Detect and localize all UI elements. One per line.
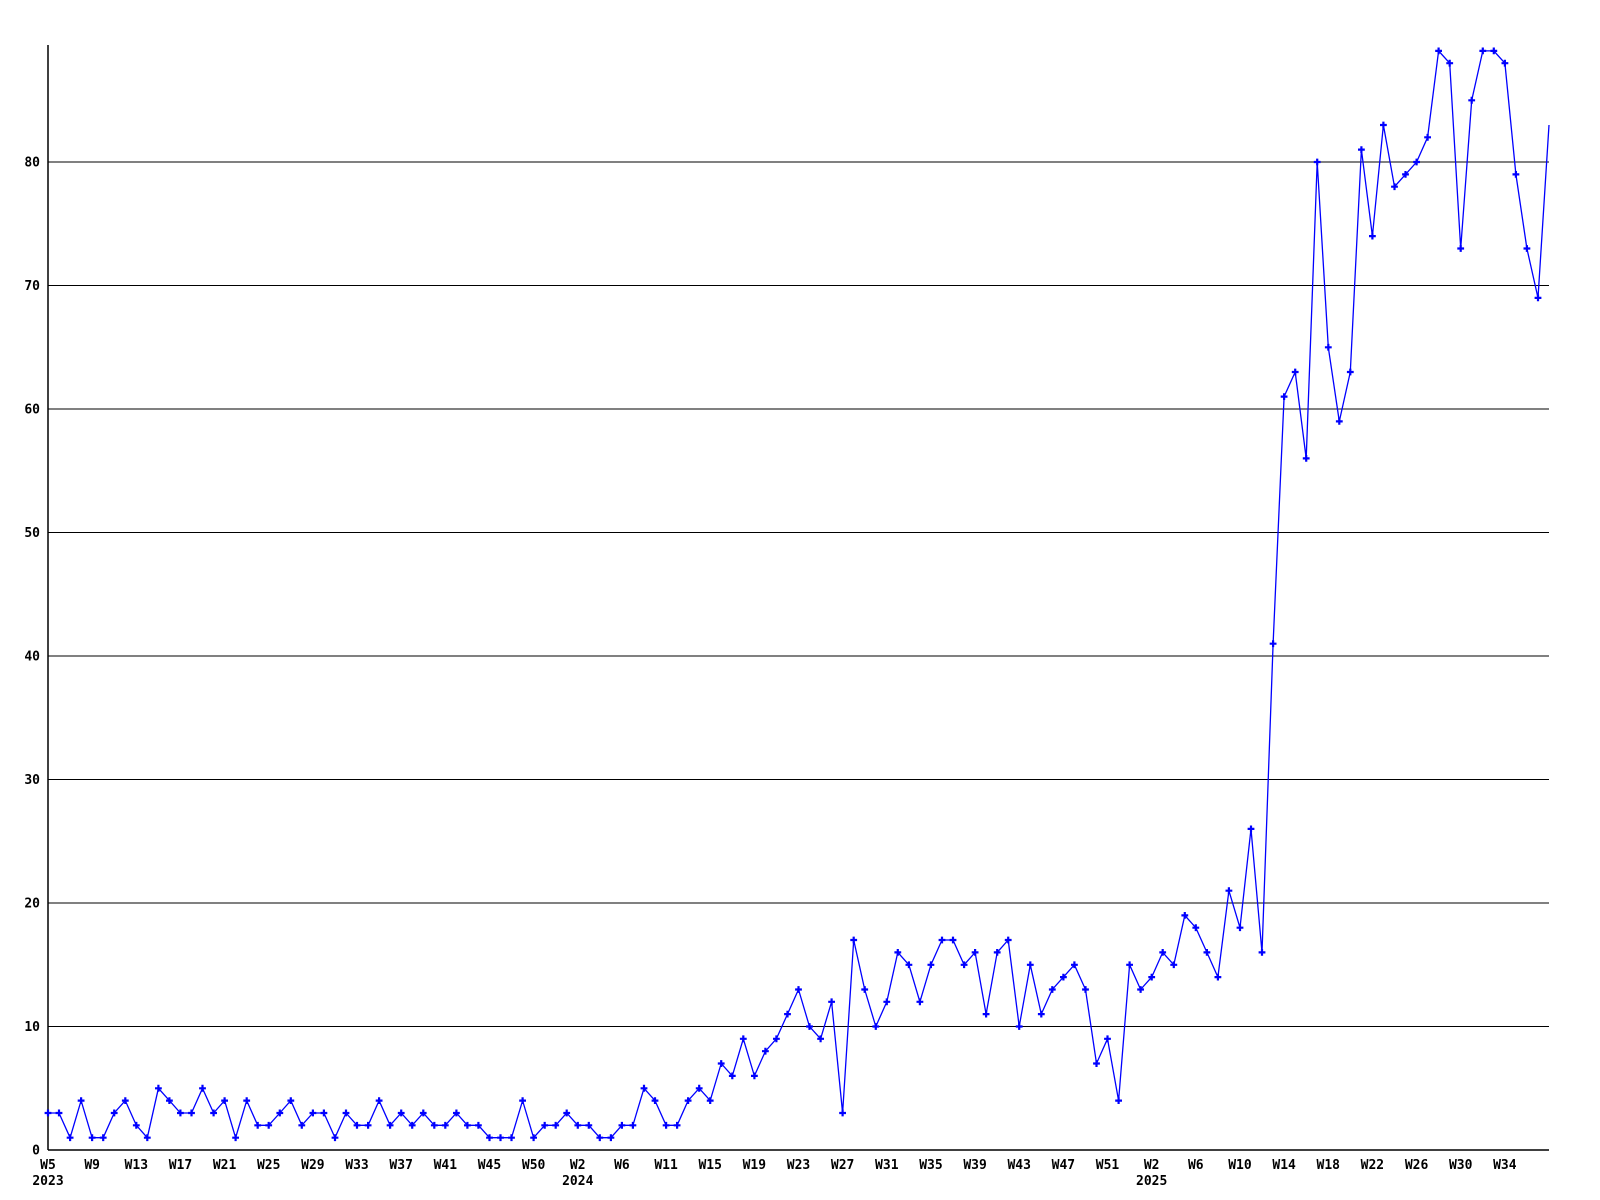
x-tick-label: W29 bbox=[301, 1158, 324, 1173]
x-tick-label: W37 bbox=[389, 1158, 412, 1173]
x-tick-label: W2 bbox=[570, 1158, 586, 1173]
y-tick-label: 20 bbox=[24, 897, 40, 912]
x-tick-label: W47 bbox=[1052, 1158, 1075, 1173]
year-label: 2023 bbox=[32, 1174, 63, 1189]
x-tick-label: W6 bbox=[614, 1158, 630, 1173]
x-tick-label: W21 bbox=[213, 1158, 237, 1173]
x-tick-label: W18 bbox=[1317, 1158, 1341, 1173]
x-tick-label: W19 bbox=[743, 1158, 766, 1173]
x-tick-label: W11 bbox=[654, 1158, 678, 1173]
y-tick-label: 10 bbox=[24, 1020, 40, 1035]
y-tick-label: 60 bbox=[24, 403, 40, 418]
y-tick-label: 50 bbox=[24, 526, 40, 541]
x-tick-label: W35 bbox=[919, 1158, 942, 1173]
x-tick-label: W33 bbox=[345, 1158, 368, 1173]
data-line bbox=[48, 49, 1550, 1140]
x-tick-label: W9 bbox=[84, 1158, 100, 1173]
x-tick-label: W41 bbox=[434, 1158, 458, 1173]
x-tick-label: W15 bbox=[698, 1158, 721, 1173]
x-tick-label: W23 bbox=[787, 1158, 810, 1173]
x-tick-label: W14 bbox=[1272, 1158, 1296, 1173]
x-tick-label: W45 bbox=[478, 1158, 501, 1173]
x-tick-label: W5 bbox=[40, 1158, 56, 1173]
x-tick-label: W10 bbox=[1228, 1158, 1252, 1173]
y-tick-label: 40 bbox=[24, 650, 40, 665]
x-tick-label: W39 bbox=[963, 1158, 986, 1173]
x-tick-label: W25 bbox=[257, 1158, 280, 1173]
x-tick-label: W51 bbox=[1096, 1158, 1120, 1173]
x-tick-label: W26 bbox=[1405, 1158, 1429, 1173]
y-tick-label: 30 bbox=[24, 773, 40, 788]
data-point-markers bbox=[44, 47, 1542, 1142]
x-tick-label: W30 bbox=[1449, 1158, 1473, 1173]
y-tick-label: 0 bbox=[32, 1144, 40, 1159]
x-tick-label: W6 bbox=[1188, 1158, 1204, 1173]
x-tick-label: W13 bbox=[125, 1158, 148, 1173]
x-tick-label: W22 bbox=[1361, 1158, 1384, 1173]
y-tick-label: 80 bbox=[24, 156, 40, 171]
year-label: 2024 bbox=[562, 1174, 593, 1189]
year-label: 2025 bbox=[1136, 1174, 1167, 1189]
x-tick-label: W43 bbox=[1007, 1158, 1030, 1173]
x-tick-label: W27 bbox=[831, 1158, 854, 1173]
x-tick-label: W31 bbox=[875, 1158, 899, 1173]
x-tick-label: W50 bbox=[522, 1158, 546, 1173]
y-tick-label: 70 bbox=[24, 279, 40, 294]
x-tick-label: W34 bbox=[1493, 1158, 1517, 1173]
x-tick-label: W17 bbox=[169, 1158, 192, 1173]
x-tick-label: W2 bbox=[1144, 1158, 1160, 1173]
